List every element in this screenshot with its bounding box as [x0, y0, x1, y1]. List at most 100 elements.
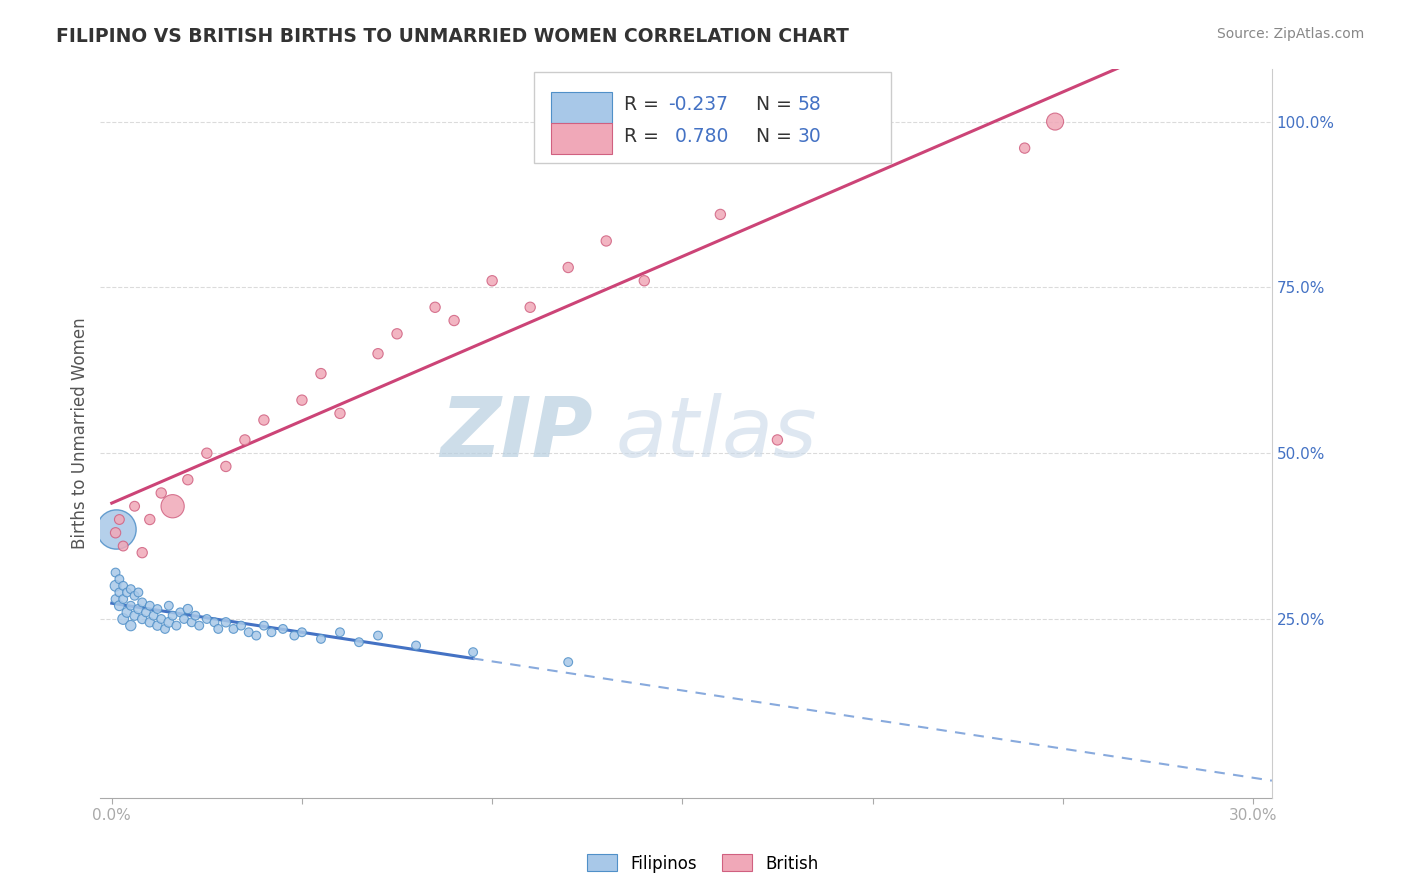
Point [309, 632, 332, 646]
Point [195, 612, 218, 626]
Text: N =: N = [756, 95, 799, 114]
Point [131, 595, 153, 609]
Point [112, 592, 135, 607]
Point [215, 615, 238, 630]
Point [481, 274, 503, 288]
Text: 58: 58 [797, 95, 821, 114]
Point [177, 602, 200, 616]
Point [291, 393, 314, 408]
Text: N =: N = [756, 127, 799, 146]
Text: FILIPINO VS BRITISH BIRTHS TO UNMARRIED WOMEN CORRELATION CHART: FILIPINO VS BRITISH BIRTHS TO UNMARRIED … [56, 27, 849, 45]
Point [124, 608, 146, 623]
Text: Source: ZipAtlas.com: Source: ZipAtlas.com [1216, 27, 1364, 41]
Point [253, 618, 276, 632]
Point [146, 602, 169, 616]
Point [347, 635, 370, 649]
Point [207, 622, 229, 636]
Text: 30: 30 [797, 127, 821, 146]
Point [1043, 114, 1066, 128]
Point [104, 566, 127, 580]
Point [195, 446, 218, 460]
Text: atlas: atlas [616, 392, 817, 474]
Text: -0.237: -0.237 [668, 95, 728, 114]
Legend: Filipinos, British: Filipinos, British [581, 847, 825, 880]
Point [124, 589, 146, 603]
Point [108, 585, 131, 599]
Point [127, 602, 149, 616]
Point [557, 655, 579, 669]
Point [162, 608, 184, 623]
Point [131, 546, 153, 560]
Point [135, 606, 157, 620]
Point [238, 625, 260, 640]
Point [153, 622, 176, 636]
Point [104, 592, 127, 607]
Point [329, 406, 352, 420]
Point [112, 612, 135, 626]
Point [157, 599, 180, 613]
Text: 0.780: 0.780 [668, 127, 728, 146]
Point [162, 500, 184, 514]
Point [309, 367, 332, 381]
Point [260, 625, 283, 640]
Point [367, 629, 389, 643]
Point [652, 128, 675, 142]
Point [150, 612, 173, 626]
Point [146, 618, 169, 632]
Point [104, 523, 127, 537]
Point [112, 539, 135, 553]
Point [139, 512, 162, 526]
Point [329, 625, 352, 640]
Point [253, 413, 276, 427]
Point [233, 433, 256, 447]
FancyBboxPatch shape [551, 123, 613, 154]
Point [595, 234, 617, 248]
Point [108, 572, 131, 586]
Point [184, 608, 207, 623]
Point [180, 615, 202, 630]
Point [283, 629, 305, 643]
Text: ZIP: ZIP [440, 392, 592, 474]
Point [124, 500, 146, 514]
Point [120, 618, 142, 632]
Point [188, 618, 211, 632]
Point [405, 639, 427, 653]
Point [150, 486, 173, 500]
FancyBboxPatch shape [534, 72, 891, 163]
Point [115, 606, 138, 620]
Point [131, 612, 153, 626]
Point [169, 606, 191, 620]
Point [177, 473, 200, 487]
Point [271, 622, 294, 636]
Point [461, 645, 484, 659]
Point [423, 300, 446, 314]
Point [557, 260, 579, 275]
Point [215, 459, 238, 474]
Point [766, 433, 789, 447]
Point [127, 585, 149, 599]
Point [165, 618, 187, 632]
Point [222, 622, 245, 636]
Point [157, 615, 180, 630]
Text: R =: R = [624, 95, 665, 114]
Point [108, 512, 131, 526]
Point [245, 629, 267, 643]
Point [120, 599, 142, 613]
Point [519, 300, 541, 314]
FancyBboxPatch shape [551, 92, 613, 122]
Point [204, 615, 226, 630]
Point [633, 274, 655, 288]
Point [104, 525, 127, 540]
Point [229, 618, 252, 632]
Point [385, 326, 408, 341]
Point [709, 207, 731, 221]
Point [367, 347, 389, 361]
Point [1014, 141, 1036, 155]
Point [115, 585, 138, 599]
Point [120, 582, 142, 596]
Y-axis label: Births to Unmarried Women: Births to Unmarried Women [72, 318, 89, 549]
Point [108, 599, 131, 613]
Point [173, 612, 195, 626]
Point [291, 625, 314, 640]
Point [112, 579, 135, 593]
